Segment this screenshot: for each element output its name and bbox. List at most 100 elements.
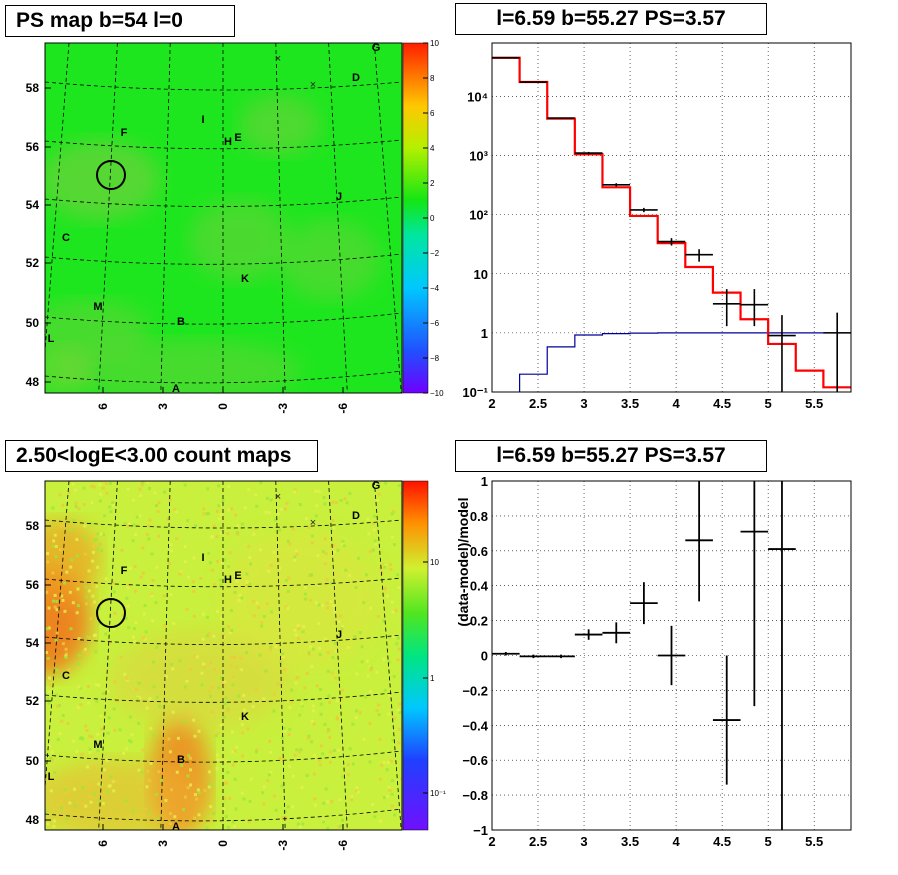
noise-pixel — [186, 774, 190, 778]
noise-pixel — [136, 697, 140, 701]
noise-pixel — [127, 626, 131, 630]
noise-pixel — [340, 688, 344, 692]
noise-pixel — [131, 809, 135, 813]
noise-pixel — [346, 763, 350, 767]
noise-pixel — [152, 685, 156, 689]
noise-pixel — [274, 645, 278, 649]
noise-pixel — [202, 665, 206, 669]
noise-pixel — [330, 527, 334, 531]
noise-pixel — [123, 522, 127, 526]
x-tick-label: 4.5 — [713, 396, 731, 411]
longitude-line — [373, 43, 402, 393]
noise-pixel — [378, 737, 382, 741]
noise-pixel — [373, 815, 377, 819]
noise-pixel — [99, 532, 103, 536]
lon-tick-label: -6 — [336, 403, 350, 414]
noise-pixel — [140, 770, 144, 774]
noise-pixel — [148, 697, 152, 701]
noise-pixel — [55, 704, 59, 708]
noise-pixel — [338, 614, 342, 618]
noise-pixel — [169, 788, 173, 792]
lat-tick-label: 52 — [26, 256, 40, 270]
noise-pixel — [248, 799, 252, 803]
noise-pixel — [247, 544, 251, 548]
noise-pixel — [234, 807, 238, 811]
noise-pixel — [245, 717, 249, 721]
noise-pixel — [243, 708, 247, 712]
noise-pixel — [128, 715, 132, 719]
noise-pixel — [192, 614, 196, 618]
noise-pixel — [212, 810, 216, 814]
noise-pixel — [276, 512, 280, 516]
lon-tick-label: -3 — [276, 403, 290, 414]
cross-marker: × — [310, 79, 316, 91]
noise-pixel — [178, 572, 182, 576]
noise-pixel — [191, 580, 195, 584]
noise-pixel — [141, 748, 145, 752]
y-tick-label: 0 — [481, 649, 488, 664]
noise-pixel — [209, 804, 213, 808]
noise-pixel — [328, 700, 332, 704]
noise-pixel — [152, 660, 156, 664]
noise-pixel — [97, 545, 101, 549]
noise-pixel — [314, 489, 318, 493]
noise-pixel — [258, 653, 262, 657]
noise-pixel — [272, 550, 276, 554]
noise-pixel — [76, 604, 80, 608]
noise-pixel — [343, 497, 347, 501]
noise-pixel — [262, 802, 266, 806]
noise-pixel — [126, 524, 130, 528]
noise-pixel — [145, 785, 149, 789]
noise-pixel — [261, 791, 265, 795]
noise-pixel — [390, 535, 394, 539]
noise-pixel — [70, 558, 74, 562]
noise-pixel — [212, 634, 216, 638]
noise-pixel — [77, 637, 81, 641]
noise-pixel — [159, 779, 163, 783]
noise-pixel — [283, 668, 287, 672]
noise-pixel — [96, 565, 100, 569]
noise-pixel — [206, 512, 210, 516]
noise-pixel — [194, 524, 198, 528]
noise-pixel — [388, 693, 392, 697]
source-label-i: I — [201, 114, 204, 126]
noise-pixel — [333, 641, 337, 645]
coordinate-grid — [45, 43, 402, 393]
noise-pixel — [99, 714, 103, 718]
noise-pixel — [360, 645, 364, 649]
noise-pixel — [346, 773, 350, 777]
noise-pixel — [95, 699, 99, 703]
noise-pixel — [293, 628, 297, 632]
noise-pixel — [391, 610, 395, 614]
noise-pixel — [390, 512, 394, 516]
noise-pixel — [108, 505, 112, 509]
noise-pixel — [60, 806, 64, 810]
noise-pixel — [294, 549, 298, 553]
noise-pixel — [291, 774, 295, 778]
noise-pixel — [309, 645, 313, 649]
noise-pixel — [110, 778, 114, 782]
noise-pixel — [60, 719, 64, 723]
ps-map-title: PS map b=54 l=0 — [5, 5, 235, 37]
x-tick-label: 2 — [488, 834, 495, 849]
lat-tick-label: 50 — [26, 316, 40, 330]
noise-pixel — [358, 711, 362, 715]
noise-pixel — [286, 539, 290, 543]
noise-pixel — [83, 524, 87, 528]
noise-pixel — [163, 490, 167, 494]
noise-pixel — [330, 671, 334, 675]
noise-pixel — [215, 535, 219, 539]
map-image: × × G D F I H E J C K M B L A — [45, 481, 402, 830]
noise-pixel — [109, 775, 113, 779]
noise-pixel — [185, 679, 189, 683]
lat-tick-label: 56 — [26, 578, 40, 592]
lat-tick-label: 54 — [26, 636, 40, 650]
noise-pixel — [141, 546, 145, 550]
x-tick-label: 3.5 — [621, 834, 639, 849]
noise-pixel — [86, 651, 90, 655]
noise-pixel — [207, 690, 211, 694]
noise-pixel — [337, 825, 341, 829]
noise-pixel — [139, 494, 143, 498]
noise-pixel — [274, 808, 278, 812]
